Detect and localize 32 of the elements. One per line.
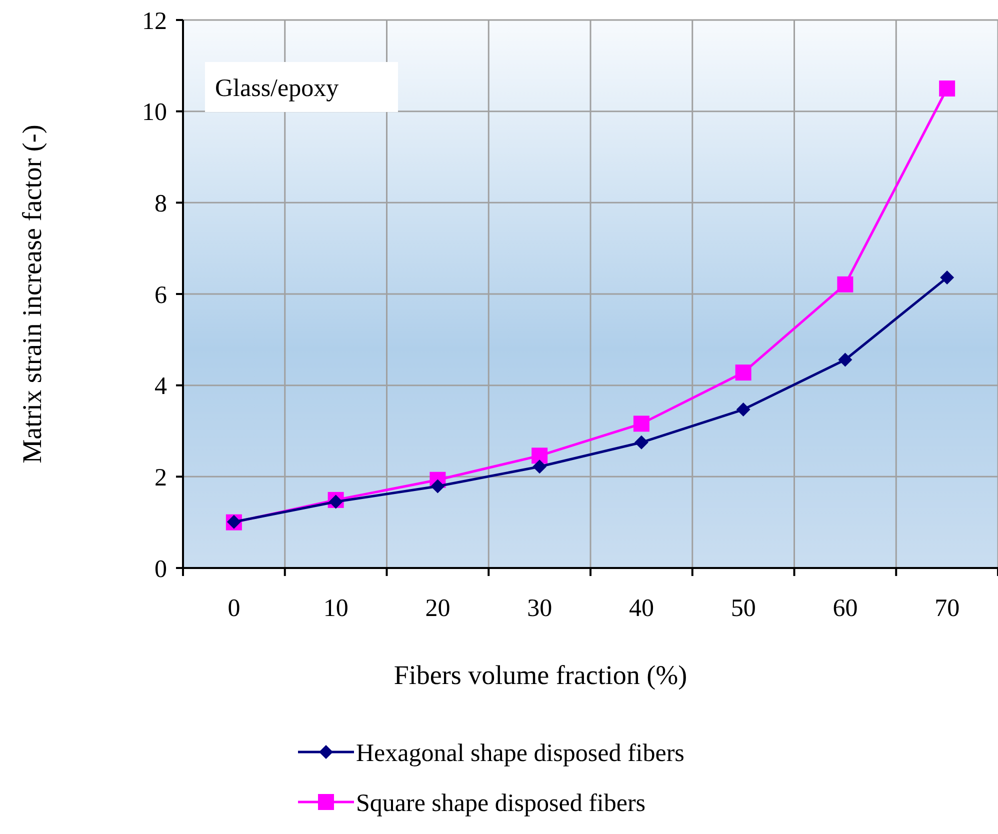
point [532,448,548,464]
y-tick-label: 8 [154,190,167,218]
x-tick-label: 40 [628,595,654,622]
point [939,80,956,96]
x-tick-label: 20 [425,595,450,622]
y-tick-label: 12 [142,8,167,35]
x-axis-title: Fibers volume fraction (%) [394,660,688,690]
x-tick-label: 70 [934,595,960,622]
point [532,460,547,474]
y-tick-label: 6 [154,282,167,309]
point [633,416,650,432]
point [430,479,445,494]
point [735,364,752,381]
legend-label: Hexagonal shape disposed fibers [356,740,684,767]
x-tick-label: 30 [527,595,552,622]
point [634,435,648,450]
y-tick-label: 0 [154,556,167,583]
point [328,494,343,509]
x-tick-label: 60 [832,595,858,622]
y-tick-label: 4 [154,373,168,400]
point [837,276,854,292]
y-tick-label: 2 [154,464,167,492]
annotation: Glass/epoxy [215,74,340,102]
legend-label: Square shape disposed fibers [356,790,646,817]
x-tick-label: 50 [730,595,756,622]
x-tick-label: 10 [323,595,348,622]
point [838,352,852,367]
x-tick-label: 0 [228,595,240,622]
point [736,402,750,417]
y-tick-label: 10 [142,99,167,126]
y-axis-title: Matrix strain increase factor (-) [17,124,47,464]
point [940,270,954,285]
